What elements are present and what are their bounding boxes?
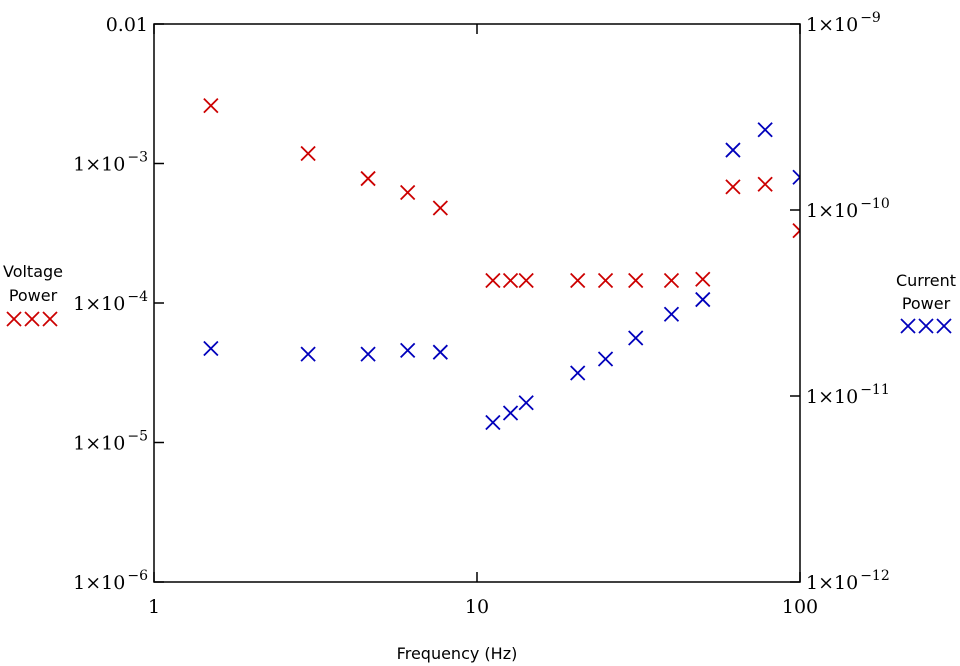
voltage-point-11 <box>663 272 680 289</box>
legend-voltage-marker-1 <box>24 311 40 327</box>
voltage-point-1 <box>300 145 316 162</box>
voltage-point-3 <box>400 184 416 201</box>
plot-frame <box>153 23 801 583</box>
tick-labels: 0.01 1×10 −3 1×10 −4 1×10 −5 1×10 −6 1×10 −9 1×10 −1… <box>73 10 890 618</box>
voltage-point-15 <box>792 223 800 239</box>
current-point-8 <box>570 365 586 381</box>
current-point-10 <box>628 330 644 346</box>
legend-voltage-marker-2 <box>42 311 58 327</box>
voltage-point-9 <box>597 272 614 289</box>
y-right-tick-label-3: 1×10 −12 <box>806 568 890 594</box>
y-left-tick-label-2: 1×10 −4 <box>73 289 148 315</box>
current-point-3 <box>400 342 416 358</box>
legend-current-marker-2 <box>936 318 952 334</box>
legend-voltage: Voltage Power <box>3 262 63 327</box>
legend-current-line2: Power <box>902 294 951 313</box>
y-left-tick-label-3: 1×10 −5 <box>73 429 148 455</box>
x-tick-label-1: 10 <box>465 596 489 618</box>
x-tick-label-0: 1 <box>148 596 160 618</box>
y-left-tick-label-0: 0.01 <box>106 14 148 36</box>
voltage-point-6 <box>502 272 519 289</box>
voltage-point-2 <box>360 170 376 187</box>
legend-current-line1: Current <box>896 271 956 290</box>
legend-voltage-markers <box>6 311 58 327</box>
data-marks <box>203 97 800 431</box>
x-axis-title: Frequency (Hz) <box>397 644 518 663</box>
y-right-tick-label-2: 1×10 −11 <box>806 382 890 408</box>
current-point-0 <box>203 340 219 357</box>
axis-ticks <box>153 23 801 583</box>
voltage-point-8 <box>570 272 586 289</box>
current-point-14 <box>757 122 773 138</box>
current-point-11 <box>663 306 680 322</box>
current-point-13 <box>725 142 741 158</box>
voltage-point-4 <box>432 200 448 216</box>
current-point-5 <box>485 414 501 431</box>
x-tick-label-2: 100 <box>782 596 818 618</box>
voltage-point-13 <box>725 179 741 195</box>
y-right-tick-label-0: 1×10 −9 <box>806 10 881 36</box>
voltage-point-0 <box>203 97 219 114</box>
y-left-tick-label-4: 1×10 −6 <box>73 568 148 594</box>
legend-current-marker-0 <box>900 318 916 334</box>
legend-voltage-line2: Power <box>9 286 58 305</box>
legend-voltage-marker-0 <box>6 311 22 327</box>
current-point-15 <box>792 169 800 185</box>
current-point-9 <box>597 351 614 367</box>
y-right-tick-label-1: 1×10 −10 <box>806 196 890 222</box>
legend-voltage-line1: Voltage <box>3 262 63 281</box>
current-point-1 <box>300 346 316 362</box>
voltage-point-12 <box>695 271 711 287</box>
legend-current-marker-1 <box>918 318 934 334</box>
current-point-2 <box>360 346 376 362</box>
current-point-4 <box>432 344 448 360</box>
current-point-7 <box>518 395 534 411</box>
current-point-6 <box>502 405 519 421</box>
voltage-point-5 <box>485 272 501 289</box>
legend-current-markers <box>900 318 952 334</box>
marker-layer <box>203 97 800 431</box>
voltage-point-14 <box>757 176 773 192</box>
y-left-tick-label-1: 1×10 −3 <box>73 150 148 176</box>
voltage-point-7 <box>518 272 534 289</box>
voltage-point-10 <box>628 272 644 289</box>
legend-current: Current Power <box>896 271 956 334</box>
current-point-12 <box>695 291 711 308</box>
